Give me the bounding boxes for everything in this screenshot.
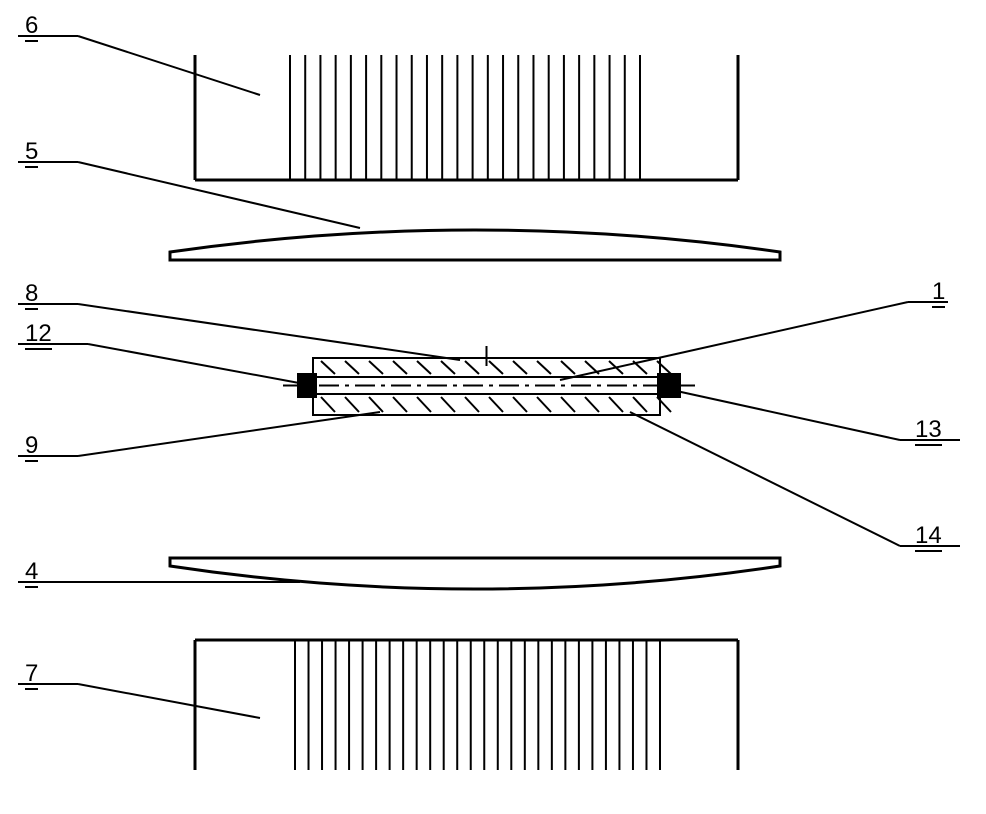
label-7: 7 [25, 660, 38, 690]
label-5: 5 [25, 138, 38, 168]
label-12: 12 [25, 320, 52, 350]
diagram-svg [0, 0, 986, 814]
label-4: 4 [25, 558, 38, 588]
label-14: 14 [915, 522, 942, 552]
label-9: 9 [25, 432, 38, 462]
label-6: 6 [25, 12, 38, 42]
label-13: 13 [915, 416, 942, 446]
label-8: 8 [25, 280, 38, 310]
label-1: 1 [932, 278, 945, 308]
